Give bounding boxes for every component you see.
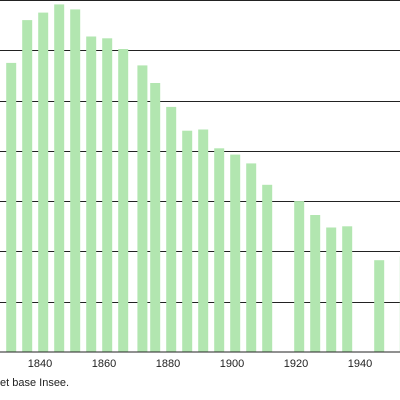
x-tick-label-1860: 1860 [92, 358, 116, 370]
x-tick-label-1900: 1900 [220, 358, 244, 370]
bar-1846 [54, 4, 65, 353]
bar-1921 [294, 201, 305, 352]
bar-1946 [374, 260, 385, 352]
x-tick-label-1840: 1840 [28, 358, 52, 370]
source-note: et base Insee. [0, 377, 70, 389]
bar-1906 [246, 163, 257, 352]
bar-1896 [214, 148, 225, 352]
bar-1866 [118, 49, 129, 352]
bars [6, 4, 400, 353]
bar-1926 [310, 215, 321, 352]
bar-1841 [38, 12, 49, 352]
bar-1851 [70, 9, 81, 353]
x-tick-label-1880: 1880 [156, 358, 180, 370]
bar-1936 [342, 226, 353, 352]
bar-1876 [150, 83, 161, 352]
bar-1881 [166, 106, 177, 353]
bar-1901 [230, 154, 241, 352]
x-tick-label-1920: 1920 [284, 358, 308, 370]
bar-1911 [262, 184, 273, 352]
bar-1856 [86, 36, 97, 352]
bar-1861 [102, 38, 113, 353]
x-tick-label-1940: 1940 [348, 358, 372, 370]
bar-1872 [137, 65, 148, 353]
x-tick-labels: 1840186018801900192019401960 [28, 358, 372, 370]
bar-1891 [198, 129, 209, 352]
bar-1886 [182, 130, 193, 352]
bar-1931 [326, 227, 337, 352]
bar-1831 [6, 62, 17, 353]
bar-1836 [22, 20, 33, 352]
